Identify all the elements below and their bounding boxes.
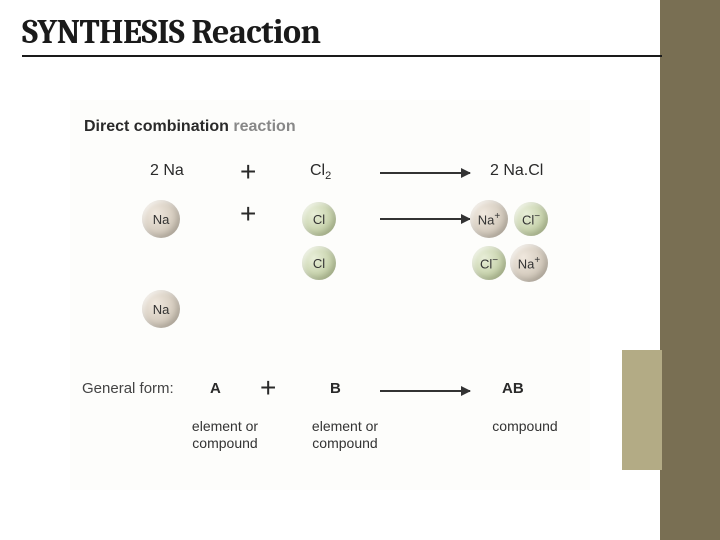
eq-reactant-a: 2 Na [150,162,184,180]
general-form-label: General form: [82,380,174,397]
prod-na-2: Na+ [510,244,548,282]
gf-desc-a: element orcompound [170,418,280,452]
atom-arrow [380,218,470,220]
prod-na-2-base: Na [518,256,535,271]
page-title: SYNTHESIS Reaction [22,12,321,52]
gf-a: A [210,380,221,397]
prod-cl-1-base: Cl [522,212,534,227]
gf-desc-b-text: element orcompound [312,418,378,451]
prod-cl-2-label: Cl− [480,255,498,271]
gf-desc-ab: compound [470,418,580,435]
atom-plus: + [240,198,256,230]
cl-atom-2: Cl [302,246,336,280]
cl-atom-1: Cl [302,202,336,236]
diagram-subheading: Direct combination reaction [84,118,296,136]
gf-plus: + [260,372,276,404]
prod-na-1: Na+ [470,200,508,238]
prod-cl-1-label: Cl− [522,211,540,227]
gf-desc-a-text: element orcompound [192,418,258,451]
gf-desc-ab-text: compound [492,418,557,434]
prod-cl-2-sup: − [492,255,498,266]
sidebar-light-block [622,350,662,470]
eq-reactant-b: Cl2 [310,162,331,182]
eq-plus-1: + [240,156,256,188]
na-atom-2-label: Na [153,302,170,317]
prod-cl-1: Cl− [514,202,548,236]
gf-arrow [380,390,470,392]
gf-ab: AB [502,380,524,397]
eq-arrow-1 [380,172,470,174]
diagram-panel: Direct combination reaction 2 Na + Cl2 2… [70,100,590,490]
prod-cl-1-sup: − [534,211,540,222]
prod-na-1-sup: + [494,211,500,222]
cl-atom-1-label: Cl [313,212,325,227]
title-underline [22,55,662,57]
prod-na-2-label: Na+ [518,255,540,271]
eq-product: 2 Na.Cl [490,162,543,180]
prod-cl-2-base: Cl [480,256,492,271]
prod-na-2-sup: + [534,255,540,266]
gf-b: B [330,380,341,397]
gf-desc-b: element orcompound [290,418,400,452]
prod-na-1-label: Na+ [478,211,500,227]
prod-cl-2: Cl− [472,246,506,280]
subheading-grey: reaction [229,118,296,135]
prod-na-1-base: Na [478,212,495,227]
sidebar-dark-stripe [660,0,720,540]
eq-reactant-b-sub: 2 [325,170,331,182]
eq-reactant-b-base: Cl [310,162,325,179]
na-atom-2: Na [142,290,180,328]
na-atom-1: Na [142,200,180,238]
cl-atom-2-label: Cl [313,256,325,271]
subheading-dark: Direct combination [84,118,229,135]
equation-row: 2 Na + Cl2 2 Na.Cl [70,162,590,192]
na-atom-1-label: Na [153,212,170,227]
